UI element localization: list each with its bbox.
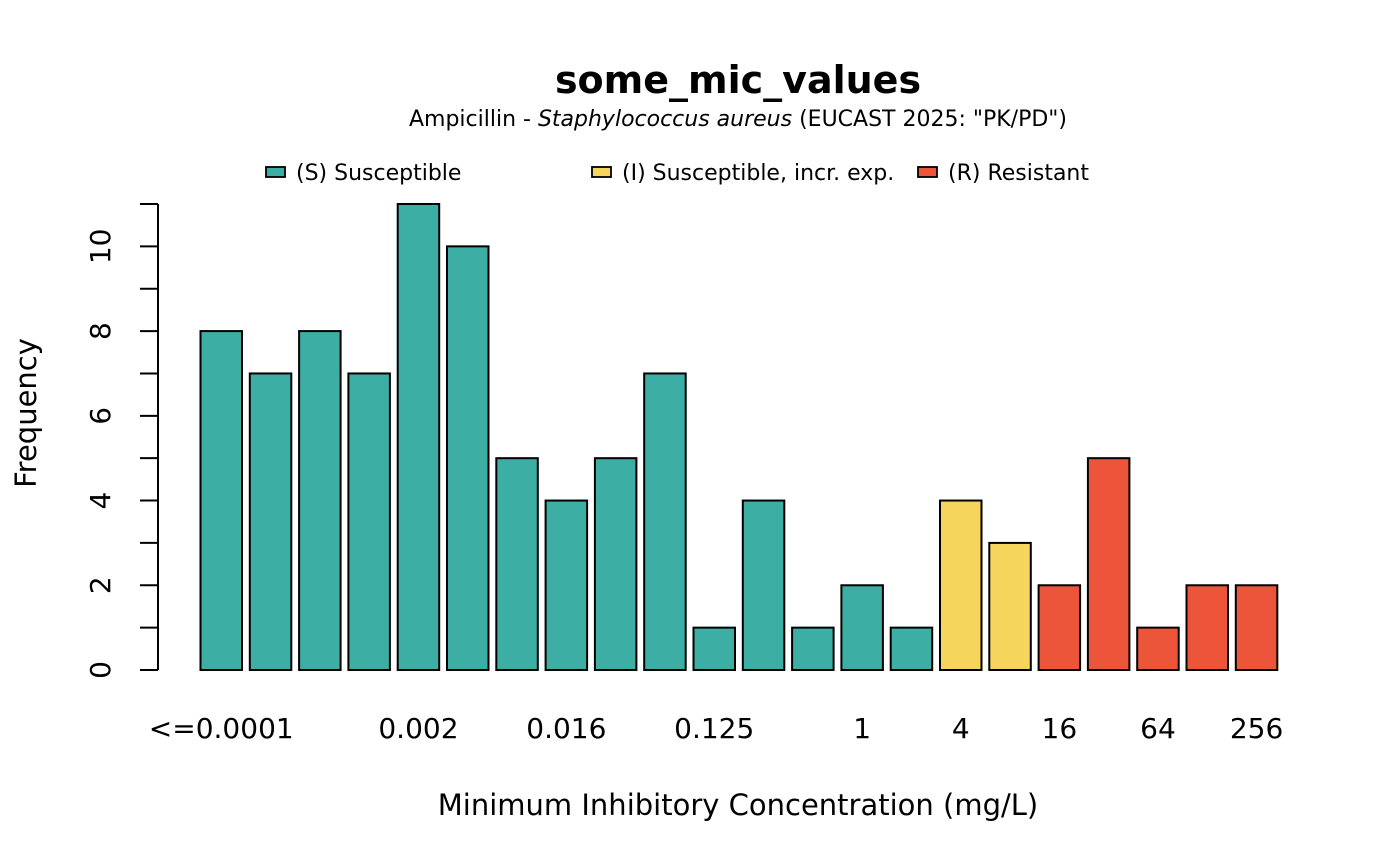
legend-item: (S) Susceptible	[265, 161, 461, 186]
bar-0.25	[741, 499, 786, 671]
bars-group	[199, 203, 1279, 672]
bar-0.125	[692, 626, 736, 671]
x-tick-label: 0.016	[526, 712, 606, 745]
bar-0.06	[643, 372, 687, 671]
bar-0.004	[446, 245, 490, 671]
legend-item: (R) Resistant	[917, 161, 1089, 186]
y-tick-label: 2	[84, 576, 117, 594]
y-tick-label: 0	[84, 661, 117, 679]
subtitle-organism: Staphylococcus aureus	[538, 107, 792, 132]
bar-1	[840, 584, 884, 671]
x-tick-label: 0.002	[378, 712, 458, 745]
bar-0.00025	[248, 372, 293, 671]
subtitle-antibiotic: Ampicillin -	[409, 107, 538, 132]
legend-item: (I) Susceptible, incr. exp.	[591, 161, 894, 186]
bar-16	[1037, 584, 1082, 671]
x-tick-label: <=0.0001	[149, 712, 294, 745]
chart-title: some_mic_values	[555, 58, 921, 102]
x-axis-label: Minimum Inhibitory Concentration (mg/L)	[438, 788, 1038, 822]
bar-0.0005	[298, 330, 342, 671]
legend-swatch	[265, 166, 286, 178]
legend: (S) Susceptible (I) Susceptible, incr. ex…	[265, 161, 1089, 186]
legend-label: (R) Resistant	[948, 161, 1089, 186]
x-tick-label: 16	[1042, 712, 1078, 745]
bar-<=0.0001	[199, 330, 243, 671]
x-tick-label: 4	[952, 712, 970, 745]
x-tick-label: 64	[1140, 712, 1176, 745]
bar-32	[1086, 457, 1131, 671]
y-axis: 0 2 4 6 8 10	[84, 203, 159, 679]
bar-0.03	[593, 457, 638, 671]
bar-8	[988, 541, 1032, 672]
x-tick-label: 256	[1230, 712, 1283, 745]
chart-subtitle: Ampicillin - Staphylococcus aureus (EUCA…	[409, 107, 1067, 132]
legend-label: (I) Susceptible, incr. exp.	[622, 161, 894, 186]
y-tick-label: 8	[84, 322, 117, 340]
legend-label: (S) Susceptible	[296, 161, 461, 186]
bar-4	[939, 499, 983, 671]
bar-64	[1136, 626, 1180, 671]
bar-256	[1234, 584, 1279, 671]
bar-0.001	[347, 372, 391, 671]
bar-128	[1185, 584, 1229, 671]
y-tick-label: 4	[84, 492, 117, 510]
y-tick-label: 10	[84, 229, 117, 265]
x-axis-tick-labels: <=0.0001 0.002 0.016 0.125 1 4 16 64 256	[149, 712, 1283, 745]
bar-0.008	[495, 457, 539, 671]
legend-swatch	[917, 166, 938, 178]
x-tick-label: 0.125	[674, 712, 754, 745]
y-tick-label: 6	[84, 407, 117, 425]
x-tick-label: 1	[853, 712, 871, 745]
subtitle-guideline: (EUCAST 2025: "PK/PD")	[792, 107, 1067, 132]
y-axis-label: Frequency	[9, 338, 43, 488]
bar-0.5	[791, 626, 835, 671]
bar-2	[889, 626, 934, 671]
legend-swatch	[591, 166, 612, 178]
bar-0.016	[544, 499, 589, 671]
bar-0.002	[396, 203, 441, 671]
